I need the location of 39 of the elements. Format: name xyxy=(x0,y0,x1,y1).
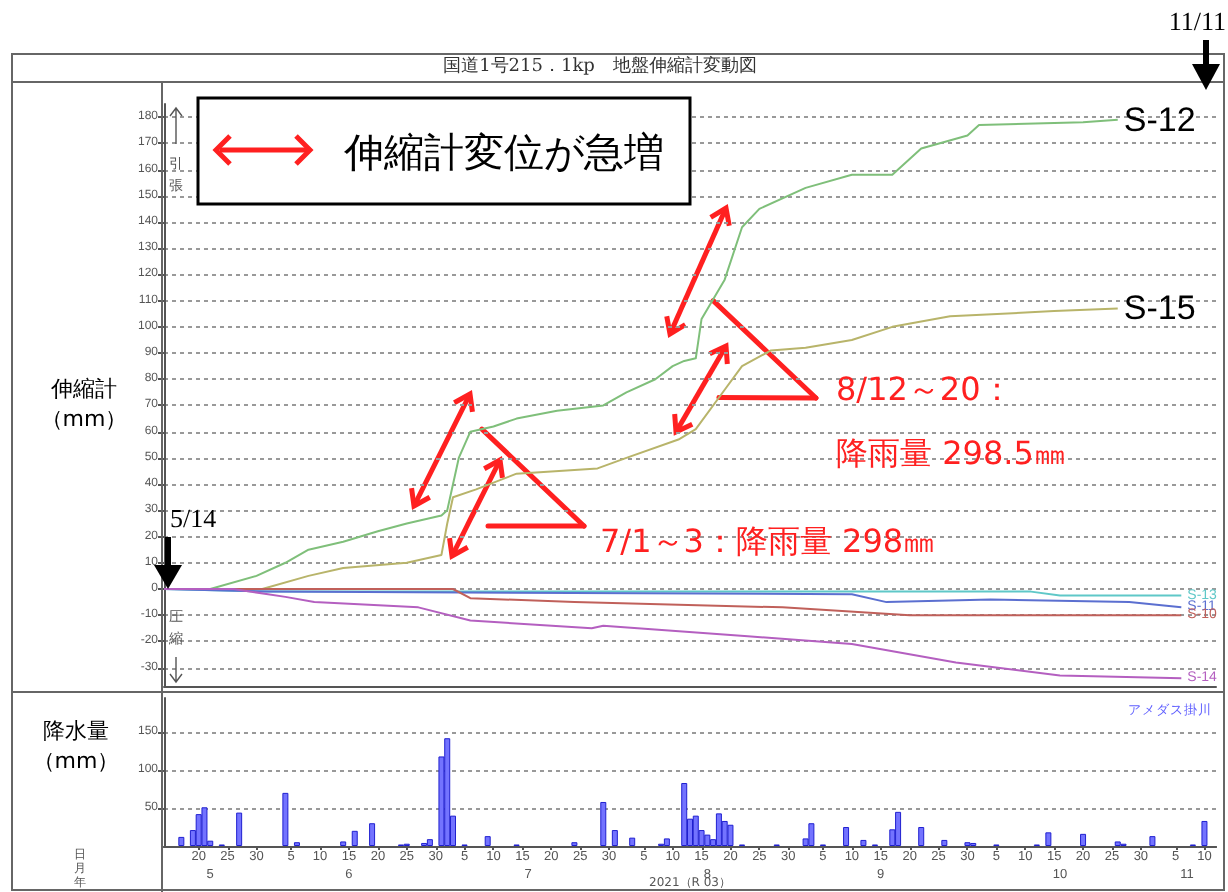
bar xyxy=(918,827,925,846)
bar xyxy=(860,839,867,846)
annotation: 伸縮計変位が急増 xyxy=(342,128,664,176)
bar xyxy=(1080,833,1087,846)
bar xyxy=(808,823,815,846)
bar xyxy=(351,830,358,846)
y-axis-title: 降水量（mm） xyxy=(32,716,120,776)
bar xyxy=(444,738,451,846)
y-axis-title: 伸縮計（mm） xyxy=(40,374,128,434)
chart-title: 国道1号215．1kp 地盤伸縮計変動図 xyxy=(443,55,757,77)
text: 11/11 xyxy=(1168,6,1226,36)
bar xyxy=(282,792,289,846)
bar xyxy=(692,815,699,846)
bar xyxy=(843,827,850,846)
annotation: 8/12～20： xyxy=(836,370,1013,408)
bar xyxy=(178,836,185,846)
annotation: 7/1～3：降雨量 298㎜ xyxy=(600,522,936,560)
bar xyxy=(1045,832,1052,846)
bar xyxy=(369,823,376,846)
bar xyxy=(1201,820,1208,846)
series-label: S-15 xyxy=(1123,289,1196,328)
annotation: 降雨量 298.5㎜ xyxy=(836,434,1066,472)
bar xyxy=(600,801,607,846)
bar xyxy=(484,836,491,846)
bar xyxy=(426,839,433,846)
bar xyxy=(629,837,636,846)
bar xyxy=(663,838,670,846)
bar xyxy=(895,811,902,846)
bar xyxy=(236,812,243,846)
bar xyxy=(681,783,688,846)
annotation: 5/14 xyxy=(170,503,218,533)
bar xyxy=(611,830,618,846)
series-label: S-12 xyxy=(1123,100,1196,139)
bar xyxy=(704,834,711,846)
bar xyxy=(727,824,734,846)
bar xyxy=(201,807,208,846)
bar xyxy=(1149,836,1156,846)
bar xyxy=(715,813,722,846)
bar xyxy=(941,839,948,846)
